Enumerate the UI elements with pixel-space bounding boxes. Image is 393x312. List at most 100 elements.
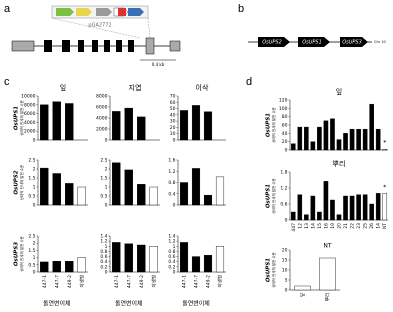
bar [65,183,74,206]
bar [124,107,133,141]
bar [137,244,146,273]
y-tick-label: 1.2 [100,239,107,245]
x-tick-label: 야생형 [78,275,85,287]
x-tick-label: 19 [330,223,336,229]
y-tick-label: 50 [170,106,176,112]
x-tick-label: NT [382,223,388,229]
panel-label: d [246,76,252,88]
x-tick-label: 26 [369,223,375,229]
annotation: * [383,184,386,191]
x-tick-label: 야생형 [150,275,157,287]
y-tick-label: 0 [33,138,36,144]
bar [149,246,158,273]
y-tick-label: 0.2 [168,264,175,270]
bar [112,162,121,206]
y-tick-label: 0 [33,270,36,276]
y-tick-label: 60 [282,123,288,129]
bar [356,194,361,221]
bar [52,173,61,206]
x-tick-label: 447-7 [194,275,200,288]
y-tick-label: 60 [170,100,176,106]
bar [179,242,189,273]
y-tick-label: 0 [33,203,36,209]
bar [330,118,335,151]
panel-label: b [238,3,244,15]
y-tick-label: 2000 [96,127,108,133]
y-tick-label: 2.5 [28,158,35,164]
y-tick-label: 120 [279,98,288,104]
y-tick-label: 1.4 [168,234,175,240]
y-tick-label: 10000 [21,94,35,100]
bar [362,194,368,221]
y-tick-label: 0 [173,203,176,209]
x-tick-label: 야생형 [217,275,224,287]
bar [356,128,361,151]
y-tick-label: 8000 [96,94,108,100]
x-tick-label: 16 [323,223,329,229]
bar [179,110,189,141]
y-tick-label: 1.5 [100,176,107,182]
y-tick-label: 5 [285,278,288,284]
vector-diagram [51,5,151,39]
y-tick-label: 0.6 [168,254,175,260]
bar [65,103,74,141]
y-tick-label: 1.2 [280,186,287,192]
y-tick-label: 80 [282,114,288,120]
y-tick-label: 0 [105,270,108,276]
bar [297,126,303,151]
y-tick-label: 1.6 [168,158,175,164]
y-tick-label: 0.8 [100,249,107,255]
scale-label: 0.4 kb [152,62,165,67]
y-tick-label: 0.6 [100,254,107,260]
bar [112,242,121,273]
bar [40,104,49,141]
bar [40,167,49,206]
y-tick-label: 10 [282,268,288,274]
y-tick-label: 0 [105,203,108,209]
bar [369,103,374,151]
x-tick-label: 22 [350,223,356,229]
y-axis-label: OsUPS1 [14,106,20,130]
x-tick-label: 449-2 [139,275,145,288]
bar [137,116,146,141]
bar [323,181,329,221]
y-tick-label: 0 [285,288,288,294]
y-axis-sublabel: 상대적 전사체 발현 수준 [271,106,276,142]
x-tick-label: 447 [291,223,297,232]
x-tick-label: 13 [304,223,310,229]
y-axis-sublabel: 상대적 전사체 발현 수준 [19,164,24,200]
x-tick-label: 25 [363,223,369,229]
bar [65,261,74,273]
bar [124,169,133,206]
x-tick-label: 447-7 [54,275,60,288]
locus-diagram [248,37,372,47]
x-axis-label: 돌연변이체 [115,300,143,308]
y-tick-label: 2 [105,167,108,173]
y-axis-label: OsUPS1 [266,113,272,137]
bar [203,255,213,273]
bar [215,176,225,206]
y-tick-label: 40 [170,112,176,118]
y-tick-label: 70 [170,94,176,100]
bar [304,214,309,221]
gene-model [11,37,181,61]
chart-title: 이삭 [196,83,209,92]
x-tick-label: 447-1 [42,275,48,288]
bar [362,128,368,151]
chart-title: 지엽 [129,83,142,92]
gene-label: OsUPS3 [342,40,362,46]
y-axis-sublabel: 상대적 전사체 발현 수준 [19,99,24,135]
panel-label: c [4,76,10,88]
y-tick-label: 1.8 [280,170,287,176]
bar [77,257,86,273]
x-tick-label: 14 [376,223,382,229]
y-tick-label: 0.5 [28,262,35,268]
y-tick-label: 1.5 [28,176,35,182]
bar [375,193,381,221]
y-tick-label: 0 [285,148,288,154]
y-tick-label: 15 [282,258,288,264]
bar [290,143,296,151]
bar [52,261,61,273]
y-tick-label: 1 [173,244,176,250]
bar [336,139,342,151]
